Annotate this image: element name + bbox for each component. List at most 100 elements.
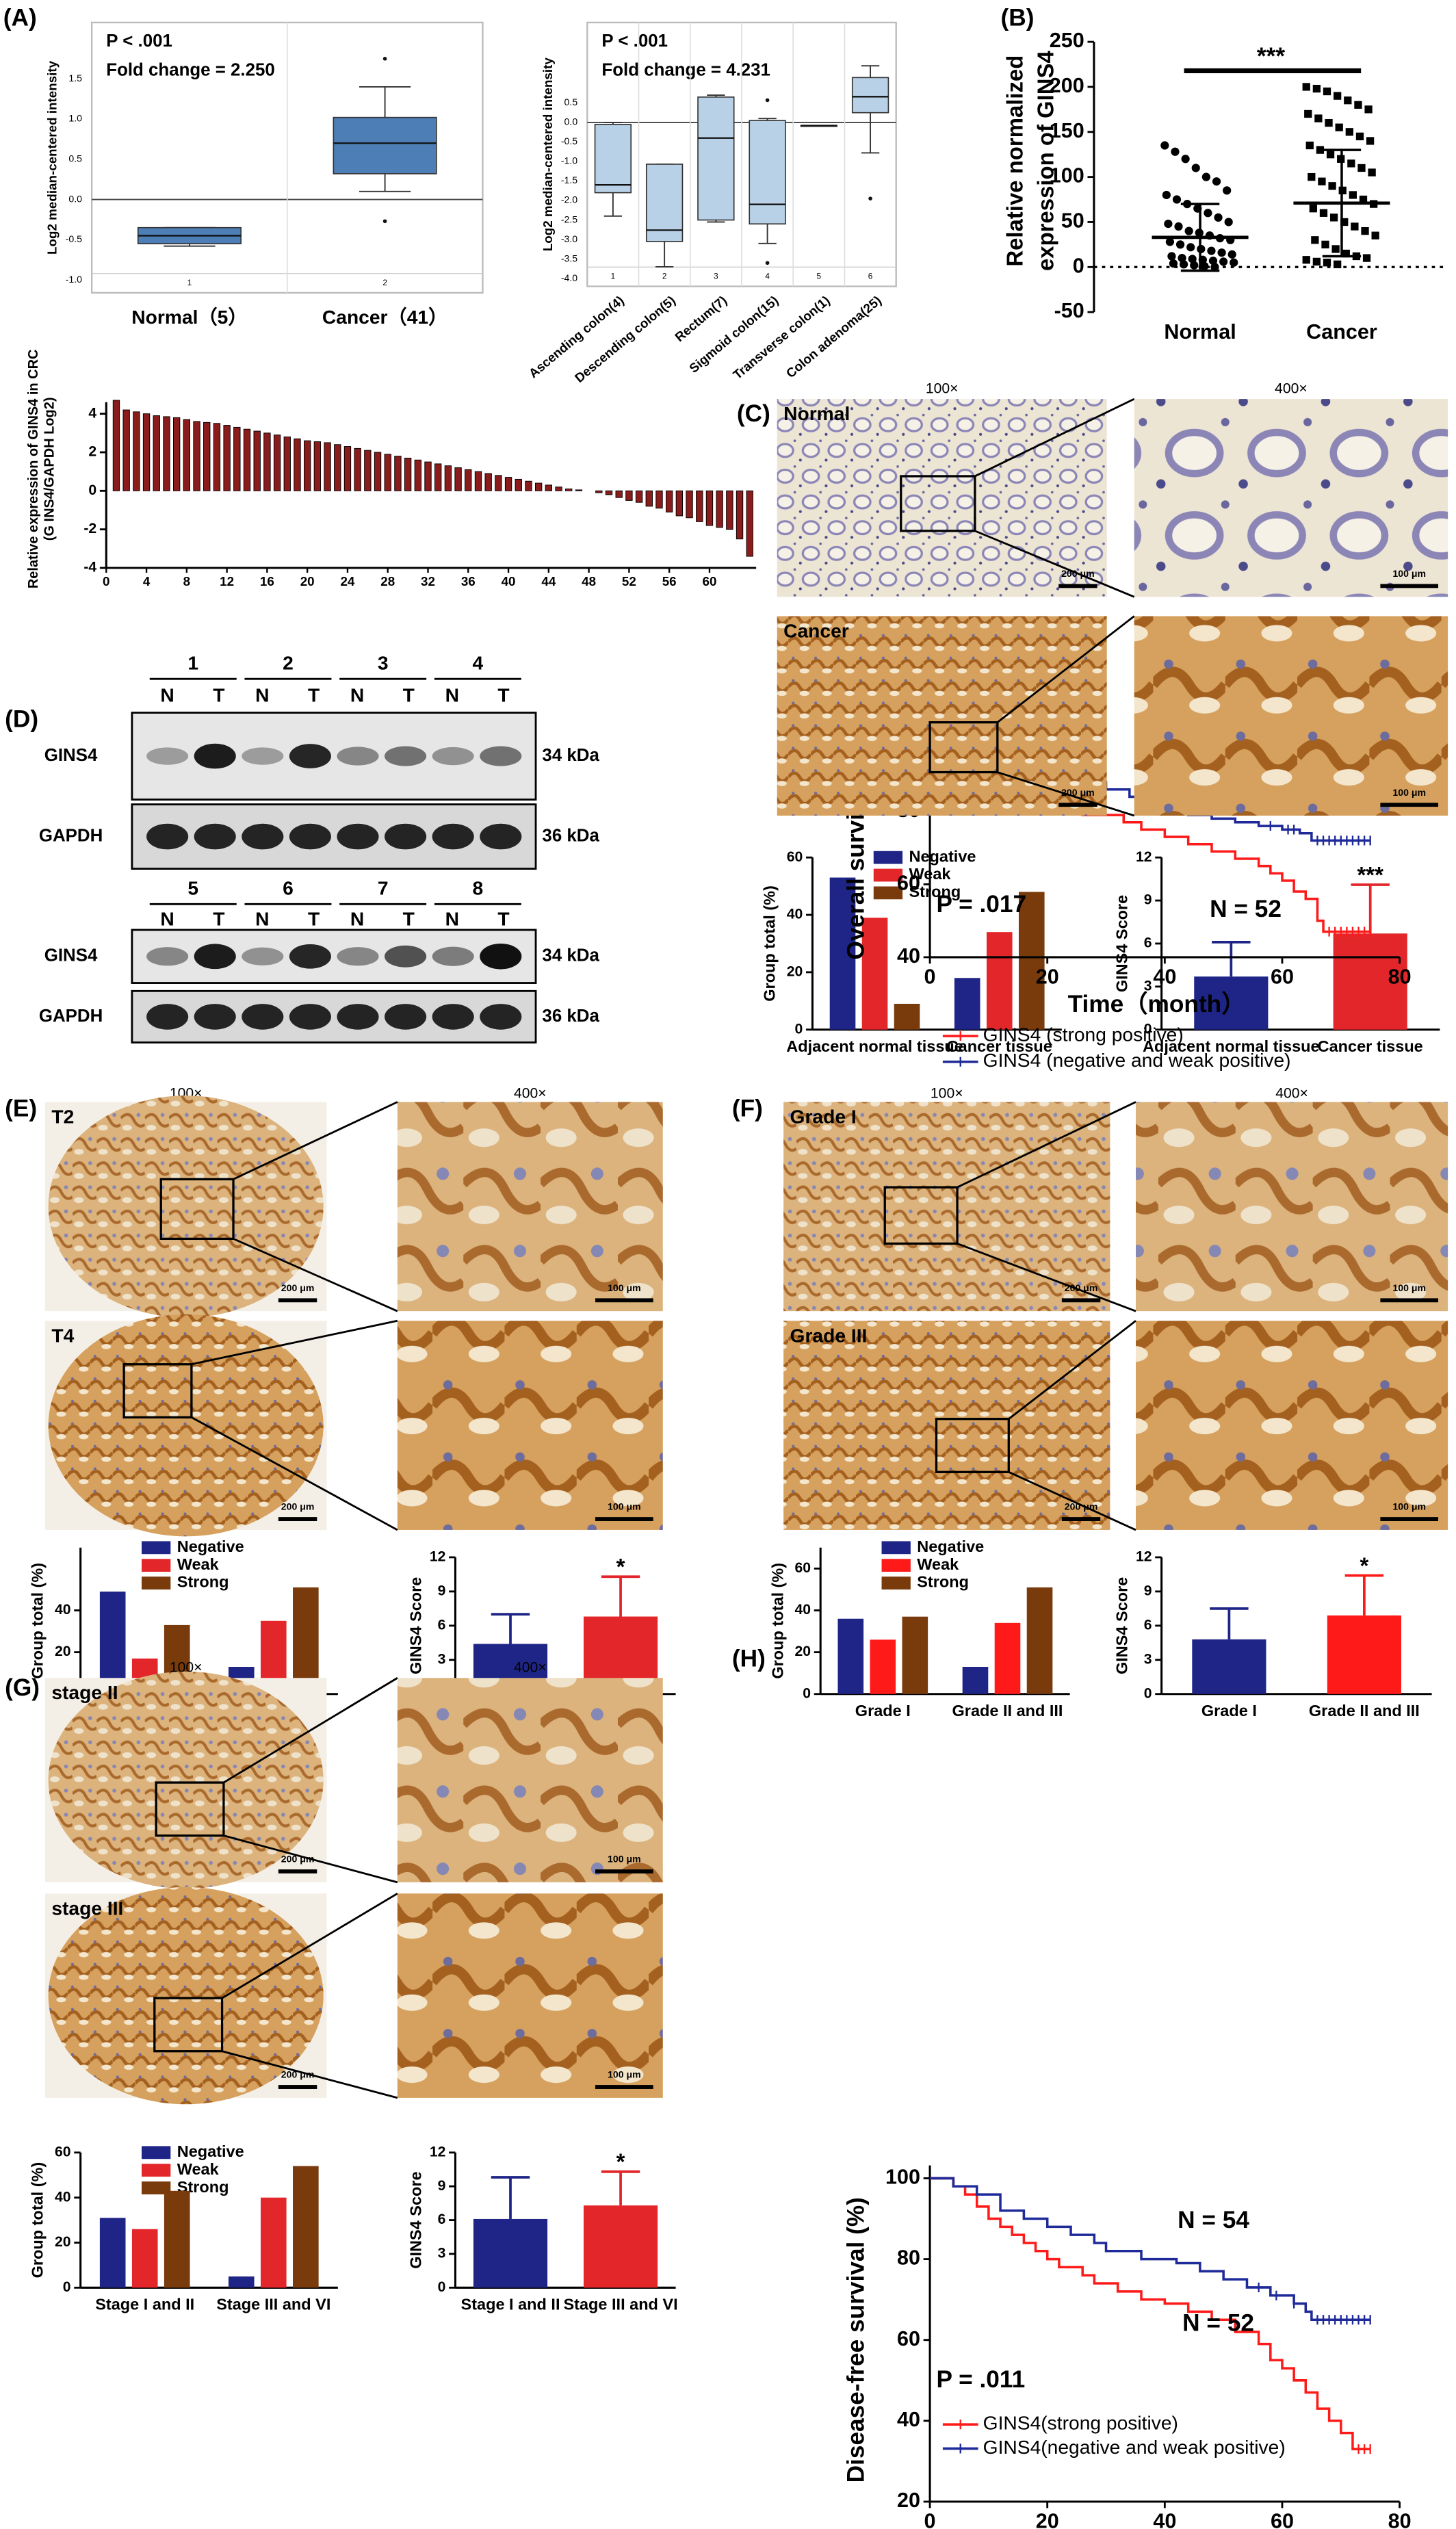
point — [1319, 209, 1328, 217]
point — [1304, 109, 1312, 118]
bar — [534, 482, 543, 491]
legend-swatch — [142, 2181, 171, 2194]
y-tick-label: 0.0 — [68, 193, 82, 204]
scale-bar-label: 200 μm — [281, 2069, 315, 2080]
y-tick-label: -3.0 — [561, 233, 577, 244]
scale-bar — [278, 2085, 317, 2089]
scale-bar-label: 100 μm — [608, 1282, 641, 1293]
protein-label: GAPDH — [39, 1007, 103, 1026]
lane-type: T — [308, 907, 320, 929]
bar — [384, 454, 391, 491]
y-axis-label: GINS4 Score — [406, 2171, 424, 2268]
band — [289, 1004, 331, 1030]
y-tick-label: 20 — [55, 2234, 71, 2250]
band — [289, 744, 331, 768]
magnification: 100× — [931, 1085, 963, 1101]
y-tick-label: 0 — [795, 1021, 803, 1037]
bar — [1026, 1587, 1053, 1694]
y-tick-label: 20 — [795, 1644, 811, 1659]
x-tick-label: 12 — [220, 574, 234, 588]
point — [1334, 92, 1342, 100]
micrograph-label: T2 — [51, 1105, 74, 1127]
lane-number: 1 — [187, 651, 198, 673]
x-tick-label: 40 — [502, 574, 516, 588]
bar — [515, 478, 522, 491]
bar — [986, 932, 1013, 1030]
bar — [228, 2276, 255, 2288]
point — [1302, 256, 1310, 264]
significance: *** — [1257, 43, 1285, 70]
category-number: 2 — [662, 272, 667, 281]
y-axis-label: GINS4 Score — [406, 1577, 424, 1674]
x-tick-label: 40 — [1153, 965, 1176, 989]
y-tick-label: -4 — [83, 560, 96, 575]
scale-bar — [595, 1298, 653, 1303]
lane-type: N — [160, 684, 174, 705]
x-tick-label: 8 — [183, 574, 190, 588]
x-tick-label: Stage III and VI — [216, 2295, 330, 2313]
bar — [615, 490, 623, 498]
bar — [746, 490, 753, 557]
category-number: 4 — [765, 272, 770, 281]
micrograph-zoom — [397, 1321, 663, 1530]
band — [480, 823, 522, 850]
bar — [575, 489, 583, 491]
bar — [962, 1667, 989, 1694]
y-tick-label: 250 — [1050, 29, 1084, 52]
point — [1329, 213, 1338, 222]
x-tick-label: 52 — [622, 574, 636, 588]
lane-number: 8 — [473, 877, 484, 899]
y-axis-label: Group total (%) — [761, 885, 779, 1002]
point — [1165, 237, 1175, 246]
box — [594, 123, 632, 194]
y-axis-label: Group total (%) — [29, 2162, 47, 2279]
point — [1316, 146, 1325, 154]
inset-box — [122, 1363, 193, 1419]
y-tick-label: 0 — [63, 2279, 71, 2295]
y-tick-label: -0.5 — [66, 233, 82, 244]
legend-label: Strong — [909, 883, 961, 900]
bar — [1194, 976, 1269, 1030]
bar — [153, 415, 160, 491]
legend-swatch — [881, 1577, 911, 1590]
x-tick-label: Adjacent normal tissue — [1143, 1037, 1320, 1055]
x-tick-label: 28 — [380, 574, 395, 588]
micrograph-zoom — [397, 1678, 663, 1882]
legend-swatch — [881, 1541, 911, 1555]
y-tick-label: 150 — [1050, 119, 1084, 142]
y-tick-label: 80 — [897, 2246, 920, 2270]
bar — [122, 409, 130, 491]
bar — [1192, 1639, 1266, 1694]
point — [1351, 222, 1359, 231]
magnification: 100× — [926, 381, 959, 397]
inset-box — [153, 1997, 224, 2053]
lane-type: N — [445, 907, 459, 929]
point — [1190, 261, 1199, 270]
x-tick-label: 60 — [703, 574, 717, 588]
bar — [364, 450, 372, 491]
x-tick-label: 0 — [924, 2510, 936, 2529]
lane-number: 2 — [283, 651, 294, 673]
point — [1318, 177, 1326, 185]
lane-number: 6 — [283, 877, 294, 899]
y-tick-label: 60 — [795, 1560, 811, 1576]
band — [146, 823, 189, 850]
panel-label: (C) — [737, 400, 770, 427]
y-tick-label: 1.5 — [68, 73, 82, 83]
bar — [525, 480, 532, 491]
x-tick-label: Sigmoid colon(15) — [686, 293, 781, 376]
band — [337, 1004, 379, 1030]
bar — [233, 426, 241, 491]
bar — [454, 467, 462, 491]
x-tick-label: Grade I — [1201, 1702, 1257, 1720]
category-number: 1 — [611, 272, 616, 281]
x-tick-label: 20 — [1036, 965, 1059, 989]
band — [337, 823, 379, 850]
y-tick-label: 12 — [1136, 1549, 1152, 1565]
lane-number: 4 — [473, 651, 484, 673]
annotation: N = 52 — [1210, 896, 1282, 922]
bar — [243, 428, 251, 491]
y-tick-label: 60 — [55, 2144, 71, 2160]
bar — [304, 440, 311, 491]
bar — [213, 423, 221, 491]
